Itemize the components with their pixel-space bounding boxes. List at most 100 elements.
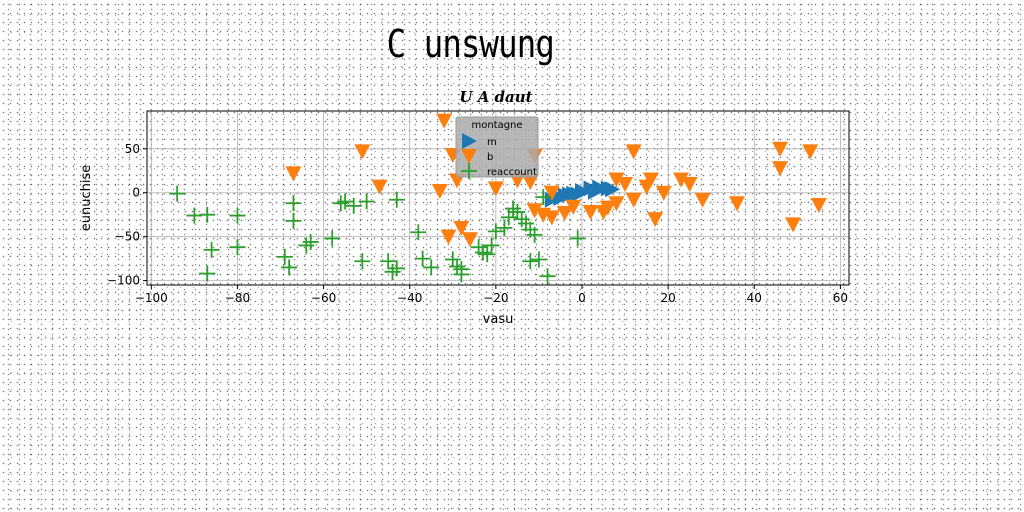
data-point — [453, 220, 470, 236]
legend-label: b — [487, 152, 493, 163]
data-point — [655, 185, 672, 201]
plot-title: U A daut — [459, 88, 532, 106]
x-tick-label: −80 — [225, 291, 250, 305]
data-point — [625, 192, 642, 208]
data-point — [509, 204, 526, 221]
data-point — [535, 189, 552, 206]
data-point — [500, 209, 517, 226]
data-point — [414, 250, 431, 267]
x-tick-label: 0 — [578, 291, 586, 305]
data-point — [229, 207, 246, 224]
data-point — [496, 219, 513, 236]
data-point — [599, 200, 616, 216]
grid — [147, 111, 849, 285]
legend-box — [455, 116, 539, 178]
data-point — [203, 241, 220, 258]
data-point — [199, 206, 216, 223]
axis-ticks: −100 −80 −60 −40 −20 0 20 40 60 −100 −50 0 50 — [107, 142, 848, 305]
data-point — [625, 144, 642, 160]
data-point — [354, 253, 371, 270]
data-point — [444, 251, 461, 268]
data-point — [449, 258, 466, 275]
data-point — [582, 205, 599, 221]
data-point — [285, 212, 302, 229]
data-point — [388, 260, 405, 277]
data-point — [423, 259, 440, 276]
data-point — [526, 226, 543, 243]
legend-marker-reaccount — [461, 163, 477, 179]
data-point — [169, 185, 186, 202]
data-point — [298, 237, 315, 254]
x-tick-label: 60 — [833, 291, 848, 305]
figure-title: C unswung — [386, 22, 555, 66]
data-point — [530, 251, 547, 268]
data-point — [539, 268, 556, 285]
x-tick-label: −20 — [483, 291, 508, 305]
data-point — [522, 253, 539, 270]
data-point — [345, 197, 362, 214]
data-point — [608, 172, 625, 188]
data-point — [332, 195, 349, 212]
data-point — [487, 181, 504, 197]
x-tick-label: −100 — [135, 291, 168, 305]
data-point — [647, 212, 664, 228]
legend-label: reaccount — [487, 167, 537, 178]
x-tick-label: −40 — [397, 291, 422, 305]
data-point — [608, 196, 625, 212]
data-point — [642, 172, 659, 188]
data-point — [462, 232, 479, 248]
data-point — [587, 183, 603, 200]
data-point — [556, 205, 573, 221]
legend-title: montagne — [471, 120, 522, 131]
data-point — [802, 144, 819, 160]
data-point — [479, 246, 496, 263]
data-point — [453, 261, 470, 278]
y-tick-label: −50 — [115, 230, 140, 244]
x-tick-label: −60 — [311, 291, 336, 305]
data-point — [281, 259, 298, 276]
data-point — [785, 217, 802, 233]
x-tick-label: 40 — [747, 291, 762, 305]
data-point — [474, 244, 491, 261]
legend-marker-b — [461, 149, 477, 164]
data-point — [380, 253, 397, 270]
data-point — [285, 166, 302, 182]
data-point — [285, 195, 302, 212]
data-point — [388, 191, 405, 208]
data-point — [354, 144, 371, 160]
series-reaccount — [169, 185, 586, 285]
data-point — [384, 263, 401, 280]
data-point — [543, 185, 560, 201]
data-point — [505, 200, 522, 217]
data-point — [810, 198, 827, 214]
data-point — [526, 203, 543, 219]
y-tick-label: 50 — [125, 142, 140, 156]
data-point — [483, 237, 500, 254]
legend: montagne mb reaccount — [455, 116, 539, 179]
data-point — [565, 199, 582, 215]
data-point — [436, 113, 453, 129]
data-point — [302, 233, 319, 250]
legend-label: m — [487, 137, 497, 148]
data-point — [772, 141, 789, 157]
data-point — [358, 193, 375, 210]
data-point — [543, 210, 560, 226]
data-point — [522, 175, 539, 191]
y-tick-label: 0 — [132, 186, 140, 200]
series-b — [285, 113, 827, 248]
data-point — [410, 224, 427, 241]
data-point — [440, 229, 457, 245]
y-axis-label: eunuchise — [79, 165, 94, 232]
data-point — [431, 183, 448, 199]
data-point — [772, 161, 789, 177]
data-point — [729, 196, 746, 212]
data-point — [553, 190, 569, 206]
data-point — [513, 211, 530, 228]
data-point — [569, 230, 586, 247]
x-tick-label: 20 — [660, 291, 675, 305]
data-point — [337, 193, 354, 210]
data-point — [617, 176, 634, 192]
data-point — [276, 248, 293, 265]
data-point — [681, 176, 698, 192]
